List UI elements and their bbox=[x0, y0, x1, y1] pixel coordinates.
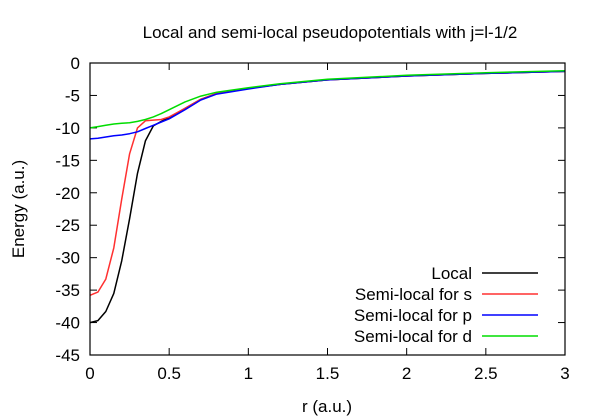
y-tick-label: 0 bbox=[71, 54, 80, 73]
series-layer bbox=[89, 70, 566, 324]
x-tick-label: 1.5 bbox=[316, 364, 340, 383]
series-line-2 bbox=[89, 70, 566, 296]
y-tick-label: -40 bbox=[55, 314, 80, 333]
series-line-4 bbox=[89, 70, 566, 129]
x-axis-label: r (a.u.) bbox=[302, 397, 352, 416]
y-tick-label: -30 bbox=[55, 249, 80, 268]
y-tick-label: -5 bbox=[65, 86, 80, 105]
x-tick-label: 2.5 bbox=[474, 364, 498, 383]
x-tick-label: 2 bbox=[402, 364, 411, 383]
ticks-layer: 0 0.5 1 1.5 2 2.5 3 0 -5 -10 -15 -20 -25 -30 -35 -40 -45 bbox=[55, 54, 569, 383]
legend-label: Semi-local for s bbox=[355, 285, 472, 304]
legend-label: Local bbox=[431, 264, 472, 283]
x-tick-label: 0 bbox=[85, 364, 94, 383]
y-tick-label: -20 bbox=[55, 184, 80, 203]
series-line-1 bbox=[89, 70, 566, 324]
x-tick-label: 0.5 bbox=[157, 364, 181, 383]
y-tick-label: -15 bbox=[55, 151, 80, 170]
y-axis-label: Energy (a.u.) bbox=[9, 160, 28, 258]
legend-label: Semi-local for d bbox=[354, 327, 472, 346]
chart-title: Local and semi-local pseudopotentials wi… bbox=[143, 23, 518, 42]
plot-frame bbox=[89, 62, 566, 356]
y-tick-label: -10 bbox=[55, 119, 80, 138]
y-tick-label: -35 bbox=[55, 281, 80, 300]
x-tick-label: 1 bbox=[244, 364, 253, 383]
legend-label: Semi-local for p bbox=[354, 306, 472, 325]
y-tick-label: -45 bbox=[55, 346, 80, 365]
y-tick-label: -25 bbox=[55, 216, 80, 235]
x-tick-label: 3 bbox=[560, 364, 569, 383]
legend: Local Semi-local for s Semi-local for p Sem… bbox=[354, 264, 538, 346]
series-line-3 bbox=[89, 70, 566, 140]
